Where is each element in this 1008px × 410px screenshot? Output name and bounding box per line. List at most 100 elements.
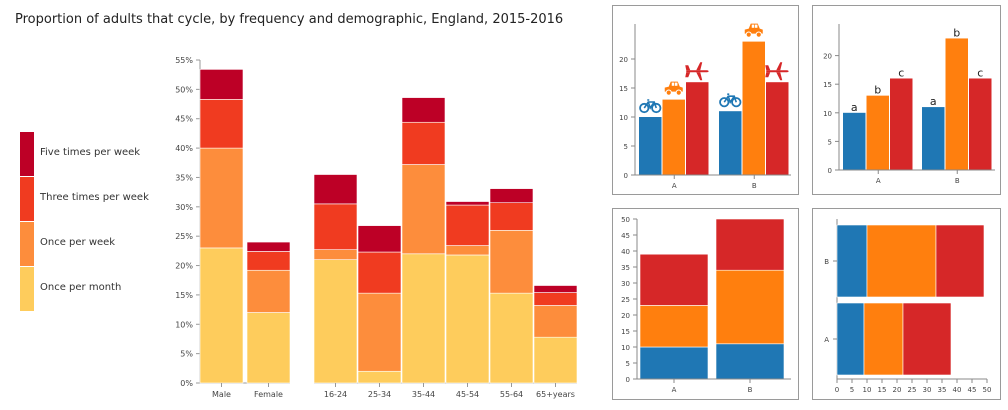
y-tick-label: 5% (180, 350, 193, 359)
x-tick-label: 30 (923, 386, 932, 394)
legend-label: Three times per week (40, 192, 149, 203)
y-tick-label: 30 (621, 280, 630, 288)
bar (686, 82, 709, 175)
bar (945, 38, 968, 170)
x-tick-label: 16-24 (324, 390, 347, 399)
bar-label: a (930, 95, 937, 108)
labeled-bar-chart-panel: 0 5 10 15 20 a b c a b c A B (812, 5, 1001, 195)
bar-segment (313, 249, 358, 260)
x-tick-label: 0 (835, 386, 839, 394)
bar-segment (445, 201, 490, 206)
x-tick-label: Male (212, 390, 231, 399)
bicycle-wheel (651, 102, 662, 114)
bar-segment (199, 99, 244, 149)
legend-item: Three times per week (20, 177, 170, 221)
x-tick-label: 20 (893, 386, 902, 394)
y-tick-label: 15 (823, 81, 832, 89)
y-tick-label: 10 (619, 114, 628, 122)
car-body (664, 81, 683, 92)
bar-segment (489, 230, 534, 294)
car-wheel (675, 89, 682, 96)
main-stacked-bar-chart: 0% 5% 10% 15% 20% 25% 30% 35% 40% 45% 50% 55% Male Fe… (175, 56, 578, 399)
bar (866, 95, 889, 170)
car-icon (664, 81, 683, 96)
y-tick-label: 45% (175, 115, 193, 124)
bar-segment (357, 292, 402, 372)
bar (719, 111, 742, 175)
bar (843, 112, 866, 170)
bar (662, 99, 685, 175)
bar-segment (533, 305, 578, 338)
icon-bar-chart-panel: 0 5 10 15 20 A B (612, 5, 799, 195)
legend-item: Once per month (20, 267, 170, 311)
y-tick-label: 0 (828, 167, 832, 175)
legend-swatch (20, 132, 34, 176)
bar-segment (401, 164, 446, 255)
y-tick-label: 20% (175, 262, 193, 271)
bar-segment (639, 305, 709, 348)
car-window (751, 24, 755, 28)
y-tick-label: 50 (621, 216, 630, 224)
bar-segment (401, 121, 446, 165)
legend-label: Five times per week (40, 147, 141, 158)
bar-label: a (851, 101, 858, 114)
x-tick-label: 10 (863, 386, 872, 394)
x-tick-label: 25 (908, 386, 917, 394)
bar-segment (489, 202, 534, 231)
airplane-wing (776, 62, 783, 81)
x-tick-label: Female (254, 390, 283, 399)
legend-swatch (20, 177, 34, 221)
bar (890, 78, 913, 170)
x-tick-label: 45 (968, 386, 977, 394)
legend-item: Five times per week (20, 132, 170, 176)
car-body (744, 23, 763, 34)
bar-segment (199, 247, 244, 384)
y-tick-label: B (824, 258, 829, 266)
car-icon (744, 23, 763, 38)
airplane-tail (765, 65, 771, 78)
y-tick-label: 45 (621, 232, 630, 240)
horizontal-stacked-bar-chart: 0 5 10 15 20 25 30 35 40 45 50 A B (824, 219, 992, 394)
y-tick-label: 25 (621, 296, 630, 304)
bar (766, 82, 789, 175)
legend-label: Once per week (40, 237, 116, 248)
car-window (754, 24, 758, 28)
bar (742, 41, 765, 175)
bar-segment (401, 97, 446, 123)
x-tick-label: B (752, 182, 757, 190)
x-tick-label: 50 (983, 386, 992, 394)
small-stacked-bar-chart: 0 5 10 15 20 25 30 35 40 45 50 A B (621, 216, 791, 394)
bar-segment (401, 253, 446, 384)
x-tick-label: 35 (938, 386, 947, 394)
bar-segment (199, 147, 244, 249)
airplane-icon (685, 62, 709, 81)
bar-segment (246, 312, 291, 384)
y-tick-label: 55% (175, 56, 193, 65)
x-tick-label: 25-34 (368, 390, 391, 399)
bar-segment (445, 245, 490, 256)
bar-segment (313, 203, 358, 250)
y-tick-label: 20 (823, 53, 832, 61)
horizontal-stacked-bar-chart-panel: 0 5 10 15 20 25 30 35 40 45 50 A B (812, 208, 1001, 400)
bar-segment (357, 370, 402, 384)
y-tick-label: 35 (621, 264, 630, 272)
bar-segment (715, 343, 785, 380)
bicycle-frame (723, 93, 738, 105)
x-tick-label: 40 (953, 386, 962, 394)
bar (639, 117, 662, 175)
car-wheel (755, 31, 762, 38)
bar-segment (445, 254, 490, 384)
y-tick-label: 10 (621, 344, 630, 352)
bar-segment (836, 302, 865, 376)
y-tick-label: 25% (175, 232, 193, 241)
legend-swatch (20, 267, 34, 311)
bar-label: b (874, 84, 881, 97)
stacked-bar-chart-panel: 0 5 10 15 20 25 30 35 40 45 50 A B (612, 208, 799, 400)
bar-segment (836, 224, 868, 298)
bar-segment (715, 218, 785, 271)
bar-segment (639, 253, 709, 306)
y-tick-label: 20 (619, 56, 628, 64)
y-tick-label: 10% (175, 320, 193, 329)
y-tick-label: A (824, 336, 829, 344)
bar (922, 107, 945, 170)
